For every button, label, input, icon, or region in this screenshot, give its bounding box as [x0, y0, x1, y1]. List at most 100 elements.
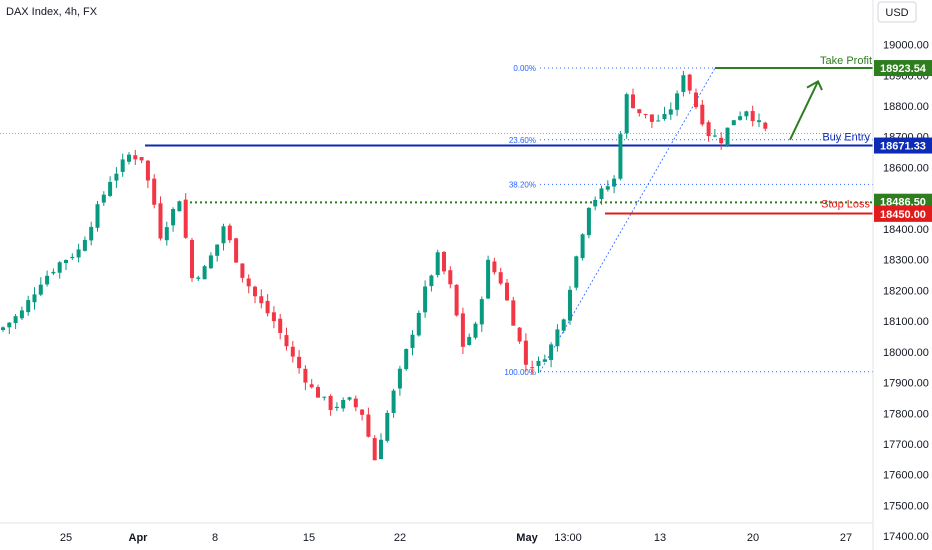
candle-body [725, 127, 730, 146]
candle-body [460, 313, 465, 347]
candle-body [13, 316, 18, 324]
candle-body [284, 335, 289, 347]
fibonacci-retracement[interactable]: 0.00% 23.60% 38.20% 100.00% [504, 64, 873, 377]
price-label-value: 18671.33 [880, 141, 926, 153]
y-tick-label: 17900.00 [883, 378, 929, 390]
candle-body [523, 340, 528, 365]
candle-body [208, 255, 213, 269]
x-tick-label: Apr [129, 532, 149, 544]
candle-body [454, 284, 459, 316]
candle-body [45, 275, 50, 285]
take-profit-annotation: Take Profit [820, 55, 872, 67]
price-axis[interactable]: USD 19000.0018900.0018800.0018700.001860… [872, 0, 932, 550]
candle-body [706, 122, 711, 137]
x-tick-label: 22 [394, 532, 406, 544]
currency-badge[interactable] [877, 1, 917, 23]
candle-body [26, 300, 31, 313]
candle-body [555, 329, 560, 347]
candle-body [253, 286, 257, 297]
y-tick-label: 17800.00 [883, 408, 929, 420]
annotations[interactable]: Take Profit Buy Entry Stop Loss [789, 55, 872, 211]
candle-body [599, 188, 604, 200]
candle-body [656, 120, 661, 122]
candle-body [549, 344, 554, 360]
candle-body [95, 204, 100, 228]
candle-body [32, 294, 37, 303]
y-tick-label: 17500.00 [883, 500, 929, 512]
candle-body [517, 327, 522, 342]
candle-body [38, 284, 43, 295]
candle-body [687, 74, 692, 91]
fib-level-label: 100.00% [504, 368, 536, 377]
candle-body [145, 160, 150, 181]
candle-body [322, 396, 327, 398]
plot-area[interactable]: 0.00% 23.60% 38.20% 100.00% Take Profit Buy … [0, 55, 873, 461]
candle-body [309, 384, 314, 388]
x-tick-label: 25 [60, 532, 72, 544]
price-label-box [874, 137, 932, 154]
candle-body [631, 94, 635, 109]
candle-body [643, 113, 648, 115]
x-tick-label: 13:00 [554, 532, 582, 544]
candle-body [675, 93, 680, 110]
fib-level-label: 38.20% [509, 180, 536, 189]
candle-body [473, 323, 478, 338]
candle-body [259, 296, 264, 304]
candle-body [379, 439, 383, 460]
candle-body [530, 367, 535, 369]
candle-body [76, 249, 81, 258]
candle-body [234, 238, 239, 263]
candle-body [763, 122, 768, 129]
candle-body [7, 322, 12, 328]
candle-body [750, 111, 755, 122]
candle-body [221, 226, 226, 244]
candle-body [139, 157, 144, 161]
candle-body [618, 134, 623, 179]
candle-body [120, 159, 125, 172]
candle-body [505, 282, 509, 301]
candle-body [410, 334, 415, 348]
candle-body [536, 360, 541, 366]
candle-body [719, 137, 724, 144]
buy-entry-annotation: Buy Entry [822, 132, 870, 144]
candle-body [612, 178, 617, 187]
candle-body [668, 109, 673, 115]
y-tick-label: 18400.00 [883, 224, 929, 236]
candle-body [334, 406, 339, 409]
candle-body [240, 263, 245, 278]
x-tick-label: 27 [840, 532, 852, 544]
trade-levels[interactable] [145, 67, 873, 215]
candle-body [152, 178, 157, 205]
candle-body [738, 116, 743, 120]
candle-body [51, 271, 56, 274]
currency-label: USD [885, 7, 908, 19]
candle-body [416, 312, 421, 336]
candle-body [649, 114, 654, 122]
candle-body [442, 251, 446, 272]
y-tick-label: 17700.00 [883, 439, 929, 451]
candle-body [133, 155, 138, 160]
x-tick-label: May [516, 532, 538, 544]
y-tick-label: 19000.00 [883, 40, 929, 52]
candle-body [316, 387, 320, 398]
candle-body [511, 300, 516, 326]
candle-body [303, 368, 308, 383]
candle-body [271, 312, 276, 322]
candle-body [108, 181, 113, 196]
y-tick-label: 18300.00 [883, 255, 929, 267]
candle-body [574, 256, 579, 288]
x-tick-label: 8 [212, 532, 218, 544]
candle-body [744, 111, 749, 117]
candle-body [353, 398, 358, 408]
time-axis[interactable]: 25 Apr 8 15 22 May 13:00 13 20 27 [0, 522, 873, 544]
candle-body [492, 261, 497, 273]
candle-body [183, 199, 188, 238]
price-label-value: 18923.54 [880, 63, 927, 75]
price-label-box [874, 193, 932, 210]
candle-body [265, 300, 270, 314]
candle-body [700, 104, 705, 125]
candle-body [681, 75, 686, 92]
price-label-box [874, 60, 932, 77]
candle-body [561, 319, 566, 331]
